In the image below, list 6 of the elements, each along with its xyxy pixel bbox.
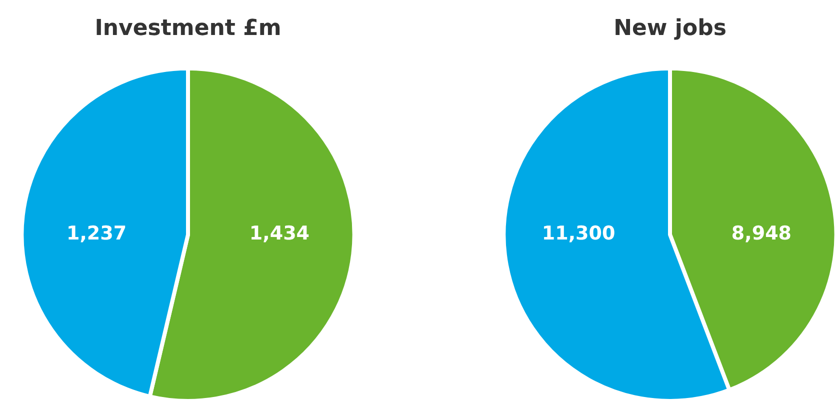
chart-title: New jobs bbox=[614, 16, 726, 41]
data-label: 1,434 bbox=[249, 222, 310, 245]
chart-title: Investment £m bbox=[94, 16, 282, 41]
data-label: 8,948 bbox=[731, 222, 792, 245]
data-label: 11,300 bbox=[542, 222, 616, 245]
data-label: 1,237 bbox=[66, 222, 127, 245]
